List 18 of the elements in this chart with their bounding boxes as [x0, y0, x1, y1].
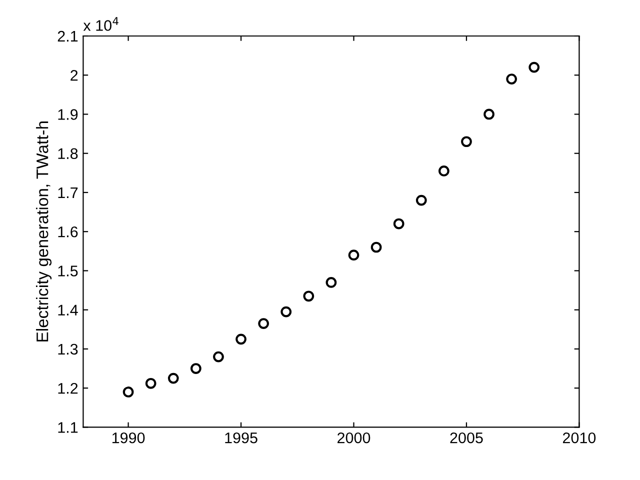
y-tick-label: 1.1	[58, 422, 78, 433]
y-tick-label: 2.1	[58, 30, 78, 42]
x-tick-label: 2010	[562, 432, 596, 444]
y-tick-label: 1.7	[58, 188, 78, 198]
y-axis-title: Electricity generation, TWatt-h	[36, 122, 52, 342]
x-tick-label: 1995	[225, 432, 258, 444]
y-tick-label: 2	[70, 70, 78, 81]
y-tick-label: 1.2	[58, 382, 78, 394]
y-tick-label: 1.3	[58, 344, 78, 355]
y-tick-label: 1.4	[58, 304, 78, 316]
y-tick-label: 1.9	[58, 109, 78, 120]
x-tick-label: 1990	[112, 432, 145, 444]
x-tick-label: 2000	[338, 432, 370, 444]
y-tick-label: 1.6	[58, 226, 78, 238]
x-tick-label: 2005	[450, 432, 483, 444]
text: x 10$^{4}$	[83, 17, 118, 31]
y-tick-label: 1.8	[58, 148, 78, 160]
y-tick-label: 1.5	[58, 266, 78, 276]
